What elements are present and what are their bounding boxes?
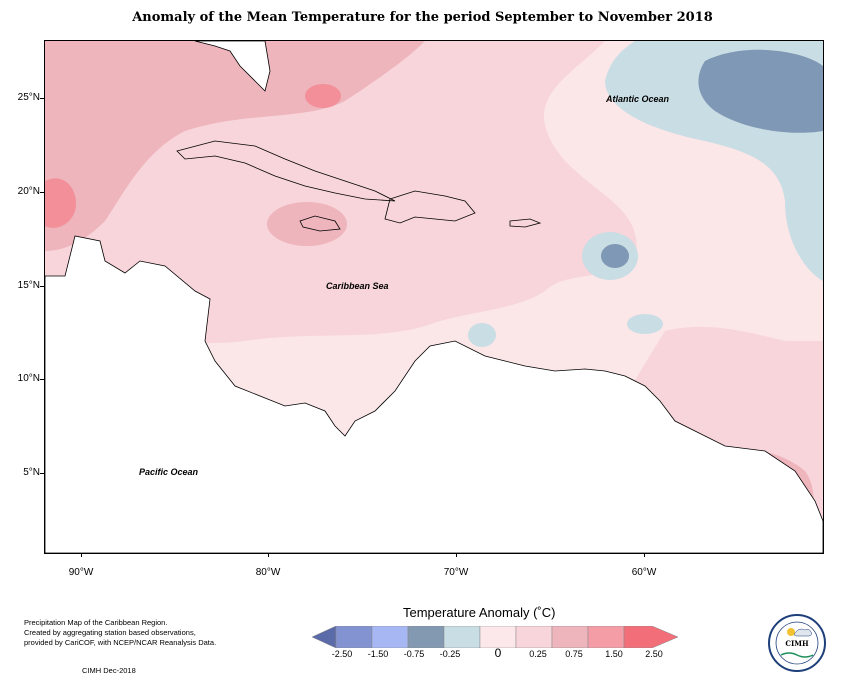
legend-colorbar xyxy=(312,626,679,648)
legend-label: -0.75 xyxy=(403,649,425,659)
map-title: Anomaly of the Mean Temperature for the … xyxy=(132,10,713,25)
lon-tick xyxy=(81,553,82,557)
lat-label-10: 10°N xyxy=(17,373,40,384)
legend-swatch xyxy=(623,626,679,648)
footer-line-1: Precipitation Map of the Caribbean Regio… xyxy=(24,618,168,627)
anomaly-map xyxy=(44,40,824,554)
legend-swatch xyxy=(335,626,373,648)
lat-tick xyxy=(40,98,44,99)
legend-label: -0.25 xyxy=(439,649,461,659)
legend-swatch xyxy=(371,626,409,648)
legend-swatch xyxy=(551,626,589,648)
anomaly-zone-abc-cool xyxy=(468,323,496,347)
legend-label: -1.50 xyxy=(367,649,389,659)
anomaly-zone-windward-cool xyxy=(627,314,663,334)
anomaly-zone-bahamas xyxy=(305,84,341,108)
lat-label-15: 15°N xyxy=(17,280,40,291)
lon-tick xyxy=(268,553,269,557)
map-canvas xyxy=(45,41,823,553)
legend-label: -2.50 xyxy=(331,649,353,659)
lat-label-25: 25°N xyxy=(17,92,40,103)
cuba-outline xyxy=(176,140,396,202)
caribbean-sea-label: Caribbean Sea xyxy=(326,281,389,291)
lon-label-80: 80°W xyxy=(255,567,281,578)
lat-tick xyxy=(40,379,44,380)
cimh-logo-graphic xyxy=(768,614,826,672)
footer-line-2: Created by aggregating station based obs… xyxy=(24,628,196,637)
legend-label: 1.50 xyxy=(605,649,623,659)
atlantic-ocean-label: Atlantic Ocean xyxy=(606,94,670,104)
legend-label: 2.50 xyxy=(645,649,663,659)
legend-swatch xyxy=(443,626,481,648)
anomaly-zone-atlantic-cold xyxy=(698,49,823,133)
puerto-rico-outline xyxy=(509,218,542,228)
anomaly-zone-jamaica xyxy=(267,202,347,246)
lon-label-70: 70°W xyxy=(443,567,469,578)
jamaica-outline xyxy=(299,215,341,232)
lat-tick xyxy=(40,473,44,474)
central-america-land xyxy=(45,235,823,553)
legend-swatch xyxy=(515,626,553,648)
legend-swatch xyxy=(312,626,337,648)
florida-land xyxy=(194,41,271,92)
logo-text: CIMH xyxy=(785,639,809,648)
lon-label-90: 90°W xyxy=(68,567,94,578)
legend-label: 0 xyxy=(494,646,502,660)
lat-tick xyxy=(40,192,44,193)
legend-label: 0.75 xyxy=(565,649,583,659)
lon-tick xyxy=(644,553,645,557)
footer-line-3: provided by CariCOF, with NCEP/NCAR Rean… xyxy=(24,638,217,647)
hispaniola-outline xyxy=(384,190,476,224)
anomaly-zone-antilles-cold xyxy=(601,244,629,268)
footer-credit: CIMH Dec-2018 xyxy=(82,666,136,675)
legend-title: Temperature Anomaly (˚C) xyxy=(403,605,556,620)
legend-label: 0.25 xyxy=(529,649,547,659)
pacific-ocean-label: Pacific Ocean xyxy=(139,467,199,477)
lat-tick xyxy=(40,286,44,287)
legend-swatch xyxy=(407,626,445,648)
lon-label-60: 60°W xyxy=(631,567,657,578)
legend-swatch xyxy=(479,626,517,648)
lat-label-5: 5°N xyxy=(23,467,40,478)
legend-swatch xyxy=(587,626,625,648)
lat-label-20: 20°N xyxy=(17,186,40,197)
anomaly-zone-yucatan xyxy=(45,178,76,228)
cimh-logo-icon: CIMH xyxy=(767,613,827,673)
lon-tick xyxy=(456,553,457,557)
